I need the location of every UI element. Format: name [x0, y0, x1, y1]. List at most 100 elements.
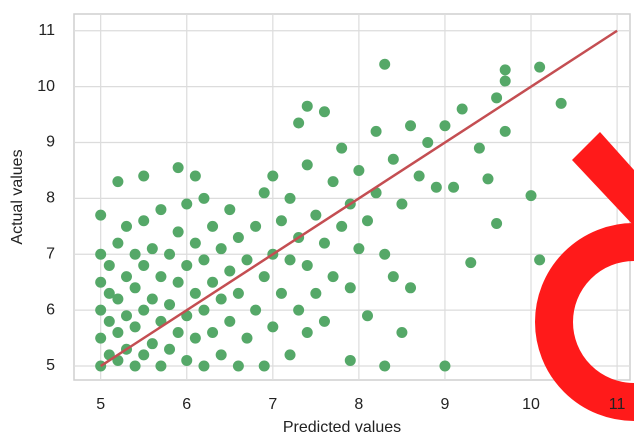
point — [95, 210, 106, 221]
point — [112, 293, 123, 304]
point — [190, 333, 201, 344]
y-tick-label: 6 — [46, 301, 55, 318]
point — [138, 349, 149, 360]
point — [285, 254, 296, 265]
x-tick-label: 10 — [522, 396, 540, 413]
point — [353, 165, 364, 176]
point — [379, 361, 390, 372]
point — [371, 126, 382, 137]
point — [173, 327, 184, 338]
point — [95, 277, 106, 288]
x-tick-label: 6 — [182, 396, 191, 413]
point — [362, 215, 373, 226]
point — [224, 316, 235, 327]
point — [224, 204, 235, 215]
point — [293, 305, 304, 316]
point — [130, 249, 141, 260]
point — [198, 193, 209, 204]
point — [534, 62, 545, 73]
point — [181, 198, 192, 209]
y-tick-label: 5 — [46, 357, 55, 374]
y-tick-label: 11 — [38, 22, 55, 39]
x-tick-label: 7 — [268, 396, 277, 413]
page: {"chart_data": { "type": "scatter", "xla… — [0, 0, 634, 438]
point — [164, 249, 175, 260]
point — [250, 305, 261, 316]
point — [285, 349, 296, 360]
point — [198, 305, 209, 316]
point — [302, 101, 313, 112]
point — [216, 349, 227, 360]
point — [439, 361, 450, 372]
point — [259, 361, 270, 372]
chart: Predicted values Actual values 567891011… — [0, 0, 634, 438]
point — [216, 243, 227, 254]
point — [328, 176, 339, 187]
point — [95, 333, 106, 344]
point — [362, 310, 373, 321]
point — [526, 190, 537, 201]
point — [95, 249, 106, 260]
point — [95, 305, 106, 316]
point — [130, 282, 141, 293]
point — [155, 204, 166, 215]
point — [190, 238, 201, 249]
point — [379, 249, 390, 260]
point — [319, 106, 330, 117]
x-axis-title: Predicted values — [283, 419, 401, 436]
point — [267, 171, 278, 182]
point — [302, 260, 313, 271]
point — [336, 221, 347, 232]
y-tick-label: 9 — [46, 134, 55, 151]
point — [121, 310, 132, 321]
point — [147, 293, 158, 304]
point — [431, 182, 442, 193]
point — [293, 117, 304, 128]
point — [173, 162, 184, 173]
y-tick-label: 8 — [46, 190, 55, 207]
point — [241, 254, 252, 265]
point — [207, 327, 218, 338]
point — [353, 243, 364, 254]
point — [181, 355, 192, 366]
x-tick-label: 5 — [96, 396, 105, 413]
point — [112, 176, 123, 187]
y-tick-label: 7 — [46, 245, 55, 262]
point — [216, 293, 227, 304]
point — [104, 316, 115, 327]
point — [556, 98, 567, 109]
point — [422, 137, 433, 148]
point — [345, 282, 356, 293]
point — [310, 288, 321, 299]
point — [130, 361, 141, 372]
point — [285, 193, 296, 204]
point — [345, 355, 356, 366]
point — [405, 282, 416, 293]
point — [190, 288, 201, 299]
point — [448, 182, 459, 193]
point — [259, 271, 270, 282]
point — [302, 327, 313, 338]
point — [112, 238, 123, 249]
point — [319, 238, 330, 249]
point — [155, 361, 166, 372]
point — [388, 271, 399, 282]
point — [336, 143, 347, 154]
point — [233, 361, 244, 372]
point — [138, 171, 149, 182]
point — [250, 221, 261, 232]
point — [147, 338, 158, 349]
x-tick-label: 9 — [441, 396, 450, 413]
point — [233, 288, 244, 299]
point — [138, 215, 149, 226]
point — [147, 243, 158, 254]
point — [276, 288, 287, 299]
point — [121, 221, 132, 232]
point — [207, 221, 218, 232]
point — [379, 59, 390, 70]
point — [112, 327, 123, 338]
point — [302, 159, 313, 170]
point — [534, 254, 545, 265]
point — [138, 305, 149, 316]
point — [500, 126, 511, 137]
